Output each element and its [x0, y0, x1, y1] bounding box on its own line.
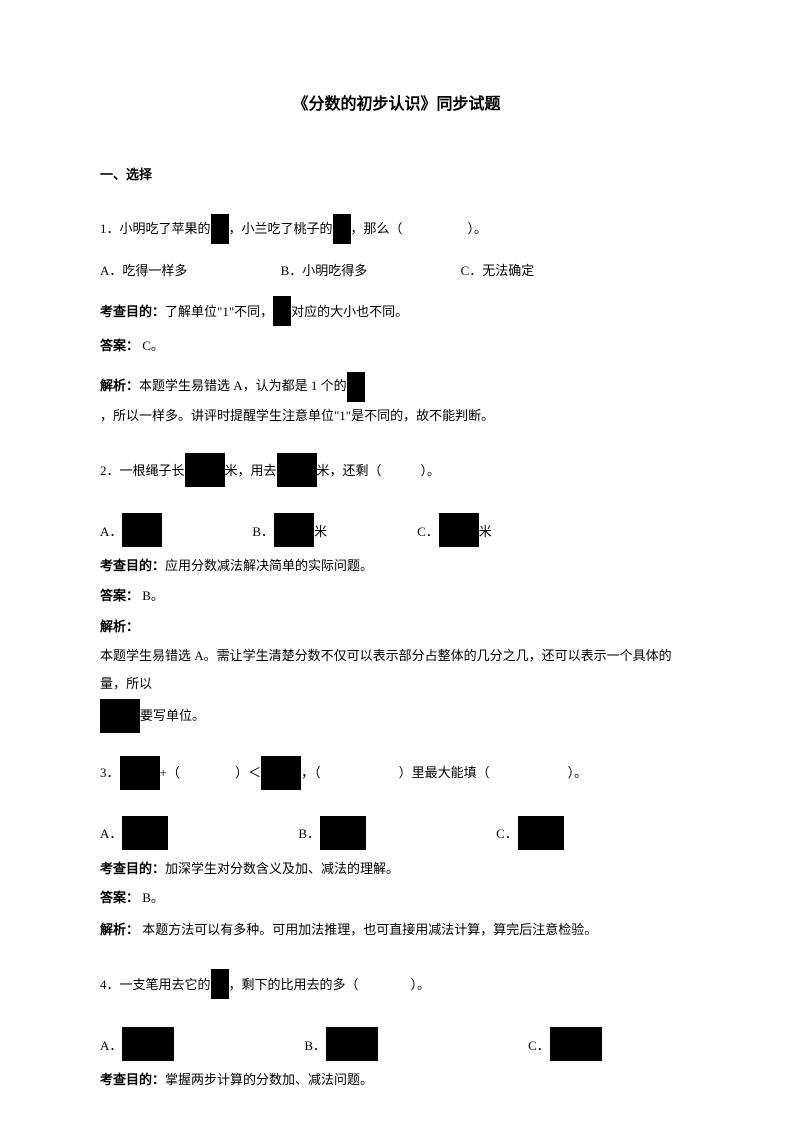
redacted-fraction-icon	[120, 756, 160, 790]
redacted-fraction-icon	[439, 513, 479, 547]
q1-purpose: 考查目的： 了解单位"1"不同， 对应的大小也不同。	[100, 296, 693, 326]
q1-analysis-before: 本题学生易错选 A，认为都是 1 个的	[139, 372, 347, 401]
q1-answer-text: C。	[142, 338, 164, 353]
analysis-label: 解析：	[100, 372, 139, 401]
q1-option-a: A．吃得一样多	[100, 263, 187, 278]
q2-text-mid2: 米，还剩（ ）。	[317, 459, 441, 482]
q3-text-mid1: +（ ）＜	[160, 761, 262, 784]
redacted-fraction-icon	[518, 816, 564, 850]
q1-options: A．吃得一样多 B．小明吃得多 C．无法确定	[100, 259, 693, 282]
q1-purpose-after: 对应的大小也不同。	[291, 300, 408, 323]
q2-opt-c-after: 米	[479, 521, 492, 540]
q3-answer: 答案： B。	[100, 886, 693, 909]
redacted-fraction-icon	[326, 1027, 378, 1061]
q3-option-a: A．	[100, 816, 168, 850]
redacted-fraction-icon	[333, 214, 351, 244]
q4-opt-c-label: C．	[528, 1035, 550, 1054]
redacted-fraction-icon	[273, 296, 291, 326]
redacted-fraction-icon	[100, 699, 140, 733]
q1-option-b: B．小明吃得多	[281, 263, 368, 278]
redacted-fraction-icon	[122, 513, 162, 547]
q4-text-before: 4．一支笔用去它的	[100, 973, 211, 996]
q2-analysis: 解析： 本题学生易错选 A。需让学生清楚分数不仅可以表示部分占整体的几分之几，还…	[100, 613, 693, 733]
q2-purpose: 考查目的： 应用分数减法解决简单的实际问题。	[100, 554, 693, 577]
document-title: 《分数的初步认识》同步试题	[100, 90, 693, 114]
q4-option-b: B．	[304, 1027, 378, 1061]
redacted-fraction-icon	[347, 372, 365, 402]
answer-label: 答案：	[100, 890, 139, 905]
q4-purpose-text: 掌握两步计算的分数加、减法问题。	[165, 1068, 373, 1091]
q3-purpose-text: 加深学生对分数含义及加、减法的理解。	[165, 857, 399, 880]
redacted-fraction-icon	[320, 816, 366, 850]
q3-text-mid2: ，（ ）里最大能填（ ）。	[301, 761, 587, 784]
redacted-fraction-icon	[185, 453, 225, 487]
q3-purpose: 考查目的： 加深学生对分数含义及加、减法的理解。	[100, 857, 693, 880]
answer-label: 答案：	[100, 588, 139, 603]
analysis-label: 解析：	[100, 922, 139, 937]
q2-opt-c-label: C．	[417, 521, 439, 540]
redacted-fraction-icon	[274, 513, 314, 547]
q3-options: A． B． C．	[100, 815, 693, 851]
q2-opt-b-label: B．	[252, 521, 274, 540]
q3-text-before: 3．	[100, 761, 120, 784]
q1-option-c: C．无法确定	[461, 263, 535, 278]
redacted-fraction-icon	[211, 214, 229, 244]
q4-options: A． B． C．	[100, 1026, 693, 1062]
q3-analysis-text: 本题方法可以有多种。可用加法推理，也可直接用减法计算，算完后注意检验。	[142, 922, 597, 937]
q1-purpose-before: 了解单位"1"不同，	[165, 300, 273, 323]
q4-text-after: ，剩下的比用去的多（ ）。	[229, 973, 431, 996]
q4-text: 4．一支笔用去它的 ，剩下的比用去的多（ ）。	[100, 966, 693, 1002]
q4-option-a: A．	[100, 1027, 174, 1061]
q1-text-before: 1．小明吃了苹果的	[100, 217, 211, 240]
q2-option-a: A．	[100, 513, 162, 547]
redacted-fraction-icon	[211, 969, 229, 999]
redacted-fraction-icon	[277, 453, 317, 487]
section-header: 一、选择	[100, 164, 693, 183]
q2-option-b: B． 米	[252, 513, 327, 547]
q2-option-c: C． 米	[417, 513, 492, 547]
q3-analysis: 解析： 本题方法可以有多种。可用加法推理，也可直接用减法计算，算完后注意检验。	[100, 916, 693, 945]
q3-opt-a-label: A．	[100, 823, 122, 842]
q2-opt-a-label: A．	[100, 521, 122, 540]
q3-answer-text: B。	[142, 890, 164, 905]
q2-text-before: 2．一根绳子长	[100, 459, 185, 482]
q4-purpose: 考查目的： 掌握两步计算的分数加、减法问题。	[100, 1068, 693, 1091]
redacted-fraction-icon	[122, 816, 168, 850]
purpose-label: 考查目的：	[100, 857, 165, 880]
q2-opt-b-after: 米	[314, 521, 327, 540]
q1-text-after: ，那么（ ）。	[351, 217, 488, 240]
redacted-fraction-icon	[122, 1027, 174, 1061]
q2-purpose-text: 应用分数减法解决简单的实际问题。	[165, 554, 373, 577]
answer-label: 答案：	[100, 338, 139, 353]
q4-opt-b-label: B．	[304, 1035, 326, 1054]
q2-analysis-before: 本题学生易错选 A。需让学生清楚分数不仅可以表示部分占整体的几分之几，还可以表示…	[100, 642, 693, 699]
redacted-fraction-icon	[550, 1027, 602, 1061]
q4-opt-a-label: A．	[100, 1035, 122, 1054]
q1-analysis: 解析： 本题学生易错选 A，认为都是 1 个的 ，所以一样多。讲评时提醒学生注意…	[100, 372, 693, 431]
q3-option-b: B．	[298, 816, 366, 850]
purpose-label: 考查目的：	[100, 1068, 165, 1091]
q1-answer: 答案： C。	[100, 334, 693, 357]
q2-analysis-after: 要写单位。	[140, 702, 205, 731]
q1-analysis-after: ，所以一样多。讲评时提醒学生注意单位"1"是不同的，故不能判断。	[100, 402, 494, 431]
q2-options: A． B． 米 C． 米	[100, 512, 693, 548]
analysis-label: 解析：	[100, 613, 139, 642]
q2-text: 2．一根绳子长 米，用去 米，还剩（ ）。	[100, 452, 693, 488]
q3-opt-b-label: B．	[298, 823, 320, 842]
q1-text-mid: ，小兰吃了桃子的	[229, 217, 333, 240]
q2-answer-text: B。	[142, 588, 164, 603]
q3-text: 3． +（ ）＜ ，（ ）里最大能填（ ）。	[100, 755, 693, 791]
purpose-label: 考查目的：	[100, 300, 165, 323]
q1-text: 1．小明吃了苹果的 ，小兰吃了桃子的 ，那么（ ）。	[100, 211, 693, 247]
redacted-fraction-icon	[261, 756, 301, 790]
q4-option-c: C．	[528, 1027, 602, 1061]
purpose-label: 考查目的：	[100, 554, 165, 577]
q2-answer: 答案： B。	[100, 584, 693, 607]
q3-opt-c-label: C．	[496, 823, 518, 842]
q2-text-mid1: 米，用去	[225, 459, 277, 482]
q3-option-c: C．	[496, 816, 564, 850]
